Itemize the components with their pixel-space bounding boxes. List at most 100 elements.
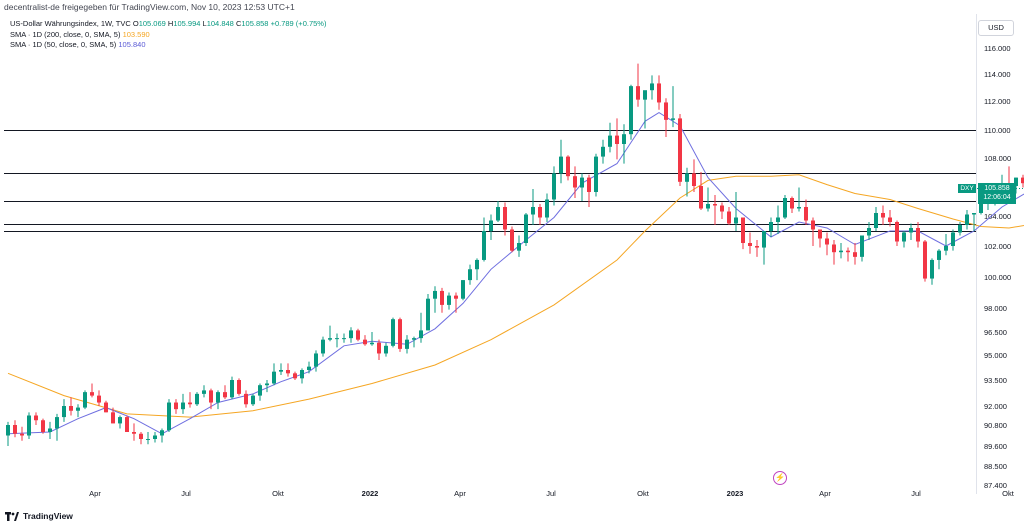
candle-body[interactable] bbox=[139, 433, 143, 439]
candle-body[interactable] bbox=[104, 402, 108, 413]
candle-body[interactable] bbox=[111, 412, 115, 424]
candle-body[interactable] bbox=[398, 319, 402, 349]
candle-body[interactable] bbox=[867, 228, 871, 236]
candle-body[interactable] bbox=[629, 86, 633, 135]
candle-body[interactable] bbox=[314, 353, 318, 367]
candle-body[interactable] bbox=[27, 415, 31, 436]
candle-body[interactable] bbox=[622, 134, 626, 144]
candle-body[interactable] bbox=[580, 177, 584, 188]
candle-body[interactable] bbox=[790, 198, 794, 209]
candle-body[interactable] bbox=[587, 177, 591, 192]
candle-body[interactable] bbox=[118, 417, 122, 424]
candle-body[interactable] bbox=[685, 173, 689, 182]
candle-body[interactable] bbox=[237, 380, 241, 394]
candle-body[interactable] bbox=[804, 207, 808, 221]
candle-body[interactable] bbox=[440, 290, 444, 305]
candle-body[interactable] bbox=[209, 390, 213, 403]
candle-body[interactable] bbox=[769, 222, 773, 231]
candle-body[interactable] bbox=[62, 406, 66, 418]
candle-body[interactable] bbox=[552, 173, 556, 200]
candle-body[interactable] bbox=[265, 383, 269, 386]
candle-body[interactable] bbox=[538, 207, 542, 218]
candle-body[interactable] bbox=[860, 235, 864, 257]
candle-body[interactable] bbox=[783, 198, 787, 218]
candle-body[interactable] bbox=[223, 392, 227, 398]
candle-body[interactable] bbox=[307, 366, 311, 370]
candle-body[interactable] bbox=[447, 295, 451, 305]
candle-body[interactable] bbox=[594, 156, 598, 192]
candle-body[interactable] bbox=[76, 407, 80, 411]
candle-body[interactable] bbox=[461, 280, 465, 299]
legend-sma200-row[interactable]: SMA · 1D (200, close, 0, SMA, 5) 103.590 bbox=[10, 30, 326, 41]
candle-body[interactable] bbox=[678, 118, 682, 182]
candle-body[interactable] bbox=[734, 217, 738, 224]
candle-body[interactable] bbox=[720, 205, 724, 212]
candle-body[interactable] bbox=[391, 319, 395, 346]
candle-body[interactable] bbox=[699, 186, 703, 209]
candle-body[interactable] bbox=[965, 214, 969, 226]
candle-body[interactable] bbox=[832, 244, 836, 253]
candle-body[interactable] bbox=[818, 229, 822, 239]
candle-body[interactable] bbox=[419, 330, 423, 339]
candle-body[interactable] bbox=[97, 395, 101, 403]
candle-body[interactable] bbox=[356, 330, 360, 340]
candle-body[interactable] bbox=[125, 417, 129, 432]
candle-body[interactable] bbox=[34, 415, 38, 421]
candle-body[interactable] bbox=[258, 385, 262, 396]
candle-body[interactable] bbox=[216, 392, 220, 403]
candle-body[interactable] bbox=[328, 338, 332, 340]
candle-body[interactable] bbox=[454, 295, 458, 299]
candle-body[interactable] bbox=[146, 439, 150, 440]
candle-body[interactable] bbox=[48, 428, 52, 433]
candle-body[interactable] bbox=[545, 199, 549, 218]
candle-body[interactable] bbox=[202, 390, 206, 394]
candle-body[interactable] bbox=[888, 217, 892, 223]
candle-body[interactable] bbox=[615, 135, 619, 144]
candle-body[interactable] bbox=[517, 243, 521, 251]
candle-body[interactable] bbox=[412, 338, 416, 340]
candle-body[interactable] bbox=[489, 220, 493, 232]
candle-body[interactable] bbox=[776, 217, 780, 223]
candle-body[interactable] bbox=[923, 241, 927, 279]
candle-body[interactable] bbox=[531, 207, 535, 215]
candle-body[interactable] bbox=[174, 402, 178, 410]
candle-body[interactable] bbox=[573, 176, 577, 188]
candle-body[interactable] bbox=[293, 373, 297, 379]
candle-body[interactable] bbox=[874, 213, 878, 228]
currency-button[interactable]: USD bbox=[978, 20, 1014, 36]
candle-body[interactable] bbox=[482, 231, 486, 260]
candle-body[interactable] bbox=[895, 222, 899, 242]
candle-body[interactable] bbox=[160, 430, 164, 436]
candle-body[interactable] bbox=[279, 370, 283, 372]
candle-body[interactable] bbox=[83, 392, 87, 408]
candle-body[interactable] bbox=[979, 199, 983, 214]
candle-body[interactable] bbox=[251, 395, 255, 405]
candle-body[interactable] bbox=[881, 213, 885, 218]
candle-body[interactable] bbox=[825, 238, 829, 245]
candle-body[interactable] bbox=[671, 118, 675, 120]
candle-body[interactable] bbox=[41, 420, 45, 432]
candle-body[interactable] bbox=[69, 406, 73, 411]
candle-body[interactable] bbox=[244, 393, 248, 405]
candle-body[interactable] bbox=[13, 425, 17, 434]
candle-body[interactable] bbox=[335, 338, 339, 340]
candle-body[interactable] bbox=[664, 102, 668, 120]
candle-body[interactable] bbox=[741, 217, 745, 244]
candle-body[interactable] bbox=[468, 269, 472, 281]
candle-body[interactable] bbox=[797, 207, 801, 209]
candle-body[interactable] bbox=[1014, 177, 1018, 186]
candle-body[interactable] bbox=[909, 228, 913, 233]
legend-symbol[interactable]: US-Dollar Währungsindex, 1W, TVC bbox=[10, 19, 131, 28]
candle-body[interactable] bbox=[20, 433, 24, 436]
tradingview-logo[interactable]: TradingView bbox=[5, 511, 73, 521]
candle-body[interactable] bbox=[384, 345, 388, 354]
candle-body[interactable] bbox=[811, 220, 815, 230]
candle-body[interactable] bbox=[916, 228, 920, 242]
sma200-line[interactable] bbox=[7, 174, 1024, 418]
candle-body[interactable] bbox=[433, 290, 437, 299]
candle-body[interactable] bbox=[559, 156, 563, 174]
candle-body[interactable] bbox=[132, 432, 136, 434]
candle-body[interactable] bbox=[566, 156, 570, 177]
candle-body[interactable] bbox=[846, 250, 850, 253]
candle-body[interactable] bbox=[643, 90, 647, 100]
